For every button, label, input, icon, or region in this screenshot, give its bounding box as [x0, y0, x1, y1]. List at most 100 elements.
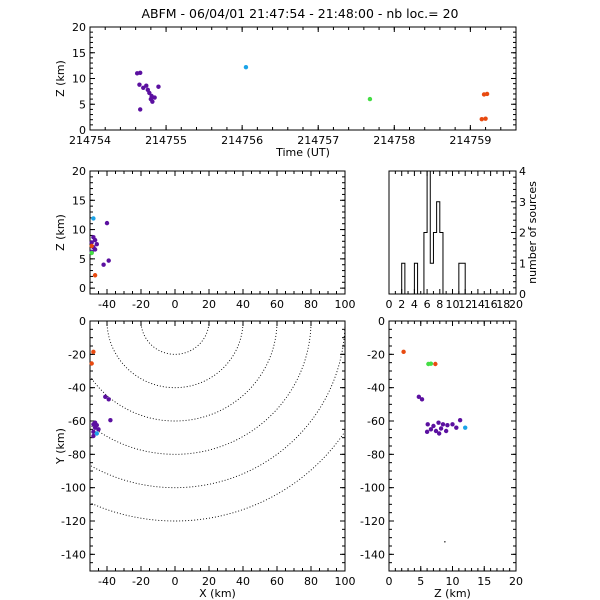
x_y-ytick-label: -60	[68, 415, 86, 428]
x_z-point	[91, 216, 96, 221]
x_z-xtick-label: 40	[236, 298, 250, 311]
time_z-ytick-label: 10	[72, 73, 86, 86]
x_y-ytick-label: -20	[68, 348, 86, 361]
z_y-point	[401, 349, 406, 355]
time_z-point	[479, 116, 484, 122]
x_z-point	[104, 220, 110, 226]
time_z-point	[243, 64, 249, 70]
x_y-point	[89, 361, 94, 366]
histogram-xtick-label: 6	[424, 298, 431, 311]
z_y-ytick-label: -40	[367, 382, 385, 395]
x_z-xtick-label: 20	[202, 298, 216, 311]
z_y-ytick-label: -140	[360, 548, 385, 561]
z_y-point	[428, 427, 434, 432]
histogram-xtick-label: 18	[496, 298, 510, 311]
z_y-ytick-label: -100	[360, 482, 385, 495]
x_y-point	[91, 429, 96, 435]
z_y-point	[431, 423, 436, 429]
histogram-ylabel: number of sources	[526, 181, 539, 284]
time_z-ytick-label: 0	[79, 124, 86, 137]
histogram-ytick-label: 2	[519, 227, 526, 240]
z_y-xtick-label: 20	[509, 575, 523, 588]
x_z-ytick-label: 20	[72, 165, 86, 178]
x_z-point	[101, 262, 106, 267]
histogram-xtick-label: 10	[446, 298, 460, 311]
time_z-point	[138, 70, 143, 76]
z_y-point	[440, 422, 446, 427]
histogram-xtick-label: 20	[509, 298, 523, 311]
x_y-ytick-label: -80	[68, 448, 86, 461]
x_y-point	[91, 433, 96, 439]
x_y-point	[91, 422, 96, 427]
time_z-points	[134, 64, 490, 122]
x_z-point	[92, 273, 98, 278]
histogram-xtick-label: 8	[436, 298, 443, 311]
x_z-point	[89, 243, 94, 249]
x_y-xtick-label: 60	[270, 575, 284, 588]
time_z-xtick-label: 214759	[449, 134, 491, 147]
plot-area: 214754 214755 214756 214757 214758 214759 Time…	[54, 21, 539, 600]
x_y-ytick-label: -40	[68, 382, 86, 395]
histogram-xtick-label: 16	[484, 298, 498, 311]
z_y-point	[463, 425, 468, 430]
z_y-point	[428, 361, 434, 366]
z_y-ytick-label: -20	[367, 348, 385, 361]
x_z-ytick-label: 15	[72, 194, 86, 207]
x_y-xlabel: X (km)	[199, 587, 236, 600]
x_y-xtick-label: -40	[98, 575, 116, 588]
x_z-ytick-label: 10	[72, 224, 86, 237]
z_y-point	[438, 426, 444, 431]
x_z-point	[89, 250, 94, 256]
z_y-xtick-label: 0	[386, 575, 393, 588]
x_z-xtick-label: 80	[304, 298, 318, 311]
time_z-xlabel: Time (UT)	[275, 146, 330, 159]
z_y-ytick-label: -60	[367, 415, 385, 428]
histogram-xtick-label: 4	[411, 298, 418, 311]
time_z-point	[367, 96, 373, 102]
time_z-xtick-label: 214755	[145, 134, 187, 147]
x_z-xtick-label: -20	[132, 298, 150, 311]
x_z-xtick-label: 60	[270, 298, 284, 311]
histogram-ytick-label: 0	[519, 288, 526, 301]
x_z-xtick-label: -40	[98, 298, 116, 311]
histogram-xtick-label: 14	[471, 298, 485, 311]
time_z-point	[137, 82, 142, 87]
time_z-point	[156, 84, 161, 89]
x_y-xtick-label: 20	[202, 575, 216, 588]
z_y-point	[445, 422, 450, 428]
x_y-xtick-label: -20	[132, 575, 150, 588]
time_z-point	[138, 107, 143, 112]
time_z-ytick-label: 20	[72, 21, 86, 34]
z_y-point	[419, 397, 425, 402]
x_y-point	[106, 397, 111, 402]
x_y-point	[92, 425, 98, 430]
z_y-point	[444, 541, 446, 543]
histogram-ytick-label: 1	[519, 257, 526, 270]
x_z-point	[89, 240, 94, 245]
z_y-point	[436, 431, 442, 436]
z_y-points	[401, 349, 468, 543]
z_y-point	[443, 428, 449, 434]
x_z-ylabel: Z (km)	[54, 214, 67, 251]
time_z-point	[484, 91, 490, 97]
z_y-point	[450, 422, 455, 427]
time_z-point	[483, 116, 488, 121]
x_z-ytick-label: 0	[79, 282, 86, 295]
x_y-ytick-label: -140	[61, 548, 86, 561]
time_z-ytick-label: 5	[79, 98, 86, 111]
z_y-point	[425, 422, 430, 427]
x_y-ylabel: Y (km)	[54, 428, 67, 465]
x_y-ytick-label: -100	[61, 482, 86, 495]
z_y-point	[454, 425, 459, 430]
x_z-point	[106, 258, 111, 263]
z_y-point	[424, 429, 430, 435]
x_y-point	[108, 417, 113, 423]
x_y-ytick-label: 0	[79, 315, 86, 328]
time_z-xtick-label: 214754	[69, 134, 111, 147]
figure-title: ABFM - 06/04/01 21:47:54 - 21:48:00 - nb…	[141, 6, 458, 21]
time_z-point	[150, 99, 155, 104]
histogram-ytick-label: 3	[519, 196, 526, 209]
x_y-point	[91, 349, 96, 355]
z_y-point	[457, 417, 463, 423]
